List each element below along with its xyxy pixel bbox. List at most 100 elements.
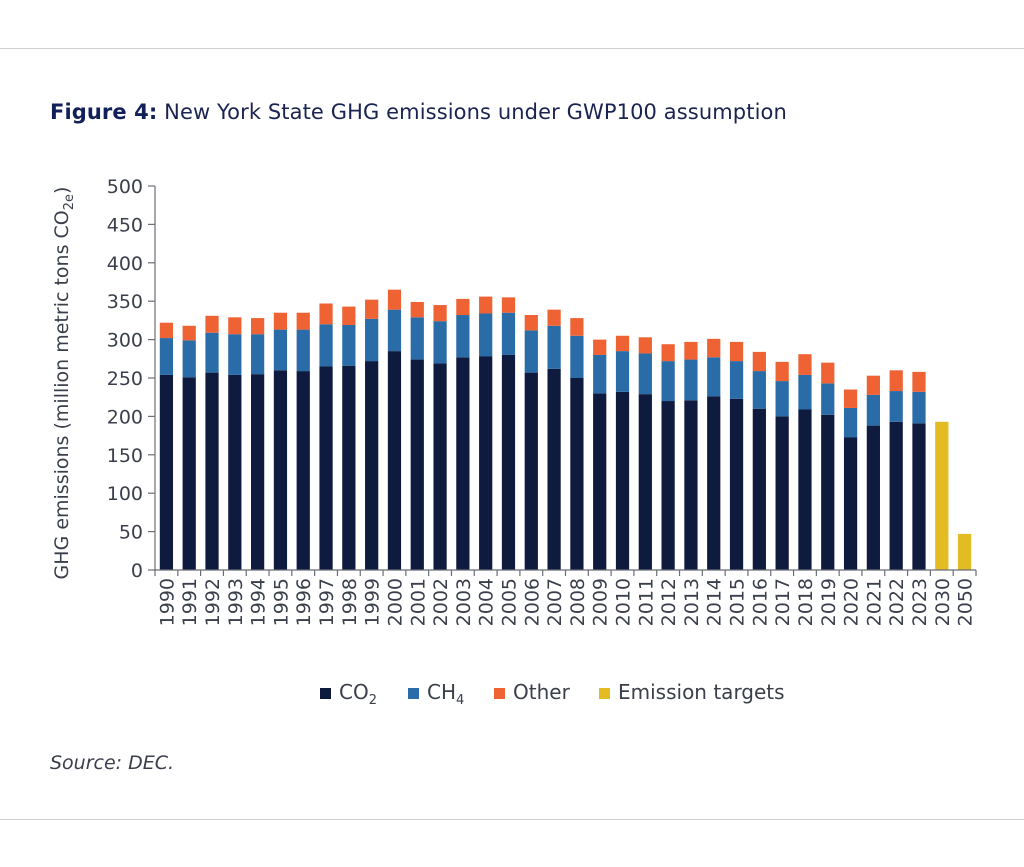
bar-other-2016 — [752, 351, 766, 372]
bar-other-1992 — [205, 315, 219, 333]
bar-other-2002 — [433, 305, 447, 322]
bar-ch4-2013 — [684, 359, 698, 401]
bar-other-1990 — [159, 322, 174, 339]
bar-other-1999 — [365, 299, 379, 319]
bar-ch4-2016 — [752, 371, 766, 409]
bar-co2-1990 — [159, 374, 174, 570]
x-tick-label-1996: 1996 — [293, 578, 315, 626]
bar-other-2019 — [821, 362, 835, 384]
x-tick-label-2004: 2004 — [476, 578, 498, 626]
legend-swatch-emission-targets — [599, 688, 610, 699]
x-tick-label-2000: 2000 — [384, 578, 406, 626]
legend-swatch-other — [494, 688, 505, 699]
bar-co2-2003 — [456, 357, 470, 570]
bar-ch4-2005 — [501, 312, 516, 355]
bar-other-2003 — [456, 298, 470, 316]
x-tick-label-2015: 2015 — [727, 578, 749, 626]
bar-co2-2011 — [638, 394, 652, 570]
bar-co2-1994 — [251, 374, 265, 570]
legend-swatch-ch4 — [408, 688, 419, 699]
y-tick-label: 0 — [131, 560, 143, 582]
bar-other-2022 — [889, 370, 903, 392]
bar-other-2009 — [593, 339, 607, 355]
legend-label-other: Other — [513, 680, 571, 704]
x-tick-label-1998: 1998 — [339, 578, 361, 626]
bar-co2-2023 — [912, 423, 926, 570]
x-tick-label-2003: 2003 — [453, 578, 475, 626]
x-tick-label-2013: 2013 — [681, 578, 703, 626]
bar-co2-2012 — [661, 401, 675, 570]
x-tick-label-2050: 2050 — [955, 578, 977, 626]
legend-label-co2: CO2 — [339, 680, 377, 708]
bar-other-2005 — [501, 297, 516, 313]
bar-ch4-2021 — [866, 394, 880, 426]
x-tick-label-2010: 2010 — [613, 578, 635, 626]
bar-co2-1999 — [365, 361, 379, 570]
figure-label: Figure 4: — [50, 100, 158, 124]
bar-co2-2022 — [889, 421, 903, 570]
bar-co2-1995 — [273, 370, 288, 570]
bar-co2-2016 — [752, 408, 766, 570]
bar-other-1995 — [273, 312, 288, 330]
bar-co2-2019 — [821, 414, 835, 570]
bar-co2-1997 — [319, 366, 333, 570]
bar-other-2021 — [866, 375, 880, 395]
bar-ch4-2017 — [775, 381, 789, 417]
bar-co2-2001 — [410, 359, 424, 570]
bar-ch4-2010 — [615, 351, 630, 392]
bar-ch4-2019 — [821, 383, 835, 415]
x-tick-label-2030: 2030 — [932, 578, 954, 626]
figure-title: Figure 4: New York State GHG emissions u… — [50, 100, 787, 124]
bar-ch4-1991 — [182, 340, 196, 378]
y-tick-label: 500 — [107, 176, 143, 198]
bar-co2-2008 — [570, 378, 584, 570]
x-tick-label-2014: 2014 — [704, 578, 726, 626]
bar-other-1996 — [296, 312, 310, 330]
bar-other-1993 — [228, 317, 242, 335]
x-tick-label-2002: 2002 — [430, 578, 452, 626]
x-tick-label-2017: 2017 — [772, 578, 794, 626]
bar-co2-2014 — [707, 396, 721, 570]
x-tick-label-2019: 2019 — [818, 578, 840, 626]
bar-other-2018 — [798, 354, 812, 375]
bar-other-1997 — [319, 303, 333, 325]
bar-ch4-2004 — [479, 313, 493, 357]
bar-other-2008 — [570, 318, 584, 336]
bar-co2-1998 — [342, 365, 356, 570]
bar-other-2006 — [524, 315, 538, 331]
bar-ch4-1995 — [273, 329, 288, 371]
x-tick-label-2008: 2008 — [567, 578, 589, 626]
figure-title-text: New York State GHG emissions under GWP10… — [157, 100, 787, 124]
bar-other-2001 — [410, 301, 424, 318]
x-tick-label-2023: 2023 — [909, 578, 931, 626]
x-tick-label-2022: 2022 — [886, 578, 908, 626]
bar-emission-targets-2030 — [935, 421, 949, 570]
bar-other-2011 — [638, 337, 652, 354]
bar-co2-2004 — [479, 356, 493, 570]
bar-co2-1993 — [228, 374, 242, 570]
bar-co2-2013 — [684, 400, 698, 570]
top-divider — [0, 48, 1024, 49]
bar-other-1994 — [251, 318, 265, 335]
bar-co2-1991 — [182, 377, 196, 570]
bar-co2-2006 — [524, 372, 538, 570]
legend-label-ch4: CH4 — [427, 680, 464, 708]
y-tick-label: 300 — [107, 330, 143, 352]
x-tick-label-1999: 1999 — [362, 578, 384, 626]
y-tick-label: 350 — [107, 291, 143, 313]
bar-co2-2015 — [729, 398, 744, 570]
bar-ch4-1994 — [251, 334, 265, 375]
bar-other-2010 — [615, 335, 630, 352]
bar-other-2023 — [912, 371, 926, 392]
bar-ch4-1996 — [296, 329, 310, 372]
x-tick-label-2001: 2001 — [407, 578, 429, 626]
bar-emission-targets-2050 — [957, 533, 972, 570]
legend-label-emission-targets: Emission targets — [618, 680, 785, 704]
x-tick-label-1992: 1992 — [202, 578, 224, 626]
bar-other-2000 — [387, 289, 402, 310]
bar-co2-1992 — [205, 372, 219, 570]
x-tick-label-1990: 1990 — [156, 578, 178, 626]
y-tick-label: 400 — [107, 253, 143, 275]
y-tick-label: 200 — [107, 406, 143, 428]
x-tick-label-2009: 2009 — [590, 578, 612, 626]
